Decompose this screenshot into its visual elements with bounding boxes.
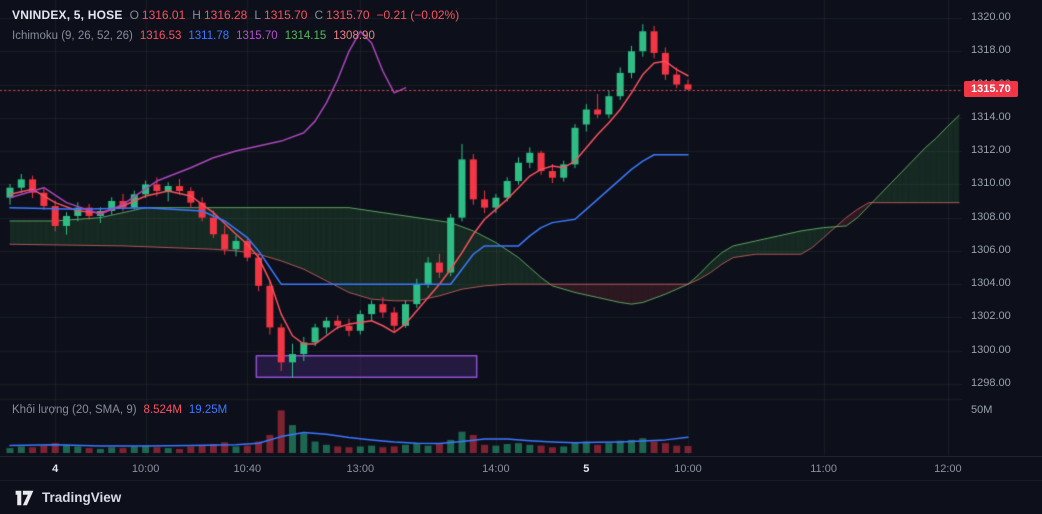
time-axis-label: 12:00 bbox=[934, 463, 962, 475]
ichimoku-legend[interactable]: Ichimoku (9, 26, 52, 26) 1316.53 1311.78… bbox=[12, 30, 375, 42]
price-axis-label: 1306.00 bbox=[971, 243, 1011, 256]
price-axis-label: 1298.00 bbox=[971, 376, 1011, 389]
high-value: 1316.28 bbox=[203, 8, 248, 22]
time-axis-label: 14:00 bbox=[482, 463, 510, 475]
time-axis-label: 10:40 bbox=[233, 463, 262, 475]
price-axis-label: 1302.00 bbox=[971, 310, 1011, 323]
time-axis[interactable]: 4 10:00 10:40 13:00 14:00 5 10:00 11:00 12:00 bbox=[0, 456, 1042, 480]
change-value: −0.21 (−0.02%) bbox=[376, 8, 460, 22]
open-label: O bbox=[129, 8, 139, 22]
time-axis-label: 11:00 bbox=[810, 463, 837, 475]
price-axis-label: 1308.00 bbox=[971, 210, 1011, 223]
ichimoku-base-value: 1311.78 bbox=[188, 30, 230, 42]
high-label: H bbox=[192, 8, 201, 22]
price-axis-label: 1300.00 bbox=[971, 343, 1011, 356]
time-axis-label: 13:00 bbox=[346, 463, 375, 475]
ichimoku-title[interactable]: Ichimoku (9, 26, 52, 26) bbox=[12, 30, 133, 42]
close-value: 1315.70 bbox=[326, 8, 370, 22]
price-chart-canvas[interactable] bbox=[0, 0, 962, 456]
last-price-badge: 1315.70 bbox=[964, 81, 1018, 97]
volume-ma-value: 19.25M bbox=[188, 404, 228, 416]
footer-toolbar: TradingView bbox=[0, 480, 1042, 514]
open-value: 1316.01 bbox=[141, 8, 186, 22]
volume-value: 8.524M bbox=[143, 404, 182, 416]
symbol-title[interactable]: VNINDEX, 5, HOSE bbox=[12, 8, 123, 22]
tradingview-logo-icon bbox=[15, 490, 34, 505]
price-axis-label: 1312.00 bbox=[971, 144, 1011, 157]
price-axis-label: 1314.00 bbox=[971, 110, 1011, 123]
ichimoku-lead-b-value: 1308.90 bbox=[333, 30, 375, 42]
time-axis-label: 10:00 bbox=[674, 463, 702, 475]
time-axis-label: 5 bbox=[583, 463, 590, 475]
low-value: 1315.70 bbox=[264, 8, 308, 22]
price-axis-label: 1310.00 bbox=[971, 177, 1011, 190]
tradingview-logo-text: TradingView bbox=[42, 490, 122, 505]
volume-legend[interactable]: Khối lượng (20, SMA, 9) 8.524M 19.25M bbox=[12, 404, 227, 416]
symbol-legend[interactable]: VNINDEX, 5, HOSE O 1316.01 H 1316.28 L 1… bbox=[12, 8, 459, 22]
low-label: L bbox=[254, 8, 262, 22]
volume-axis-label: 50M bbox=[971, 404, 993, 416]
close-label: C bbox=[314, 8, 324, 22]
ichimoku-lagging-value: 1315.70 bbox=[236, 30, 278, 42]
price-axis-label: 1318.00 bbox=[971, 44, 1011, 57]
price-axis-label: 1320.00 bbox=[971, 11, 1011, 23]
ichimoku-lead-a-value: 1314.15 bbox=[284, 30, 327, 42]
price-axis[interactable]: 1315.70 50M 1320.001318.001316.001314.00… bbox=[962, 0, 1042, 456]
tradingview-logo[interactable]: TradingView bbox=[14, 489, 121, 507]
time-axis-label: 4 bbox=[52, 463, 59, 475]
time-axis-label: 10:00 bbox=[131, 463, 160, 475]
volume-title[interactable]: Khối lượng (20, SMA, 9) bbox=[12, 404, 137, 416]
price-axis-label: 1304.00 bbox=[971, 277, 1011, 290]
ichimoku-conversion-value: 1316.53 bbox=[139, 30, 182, 42]
